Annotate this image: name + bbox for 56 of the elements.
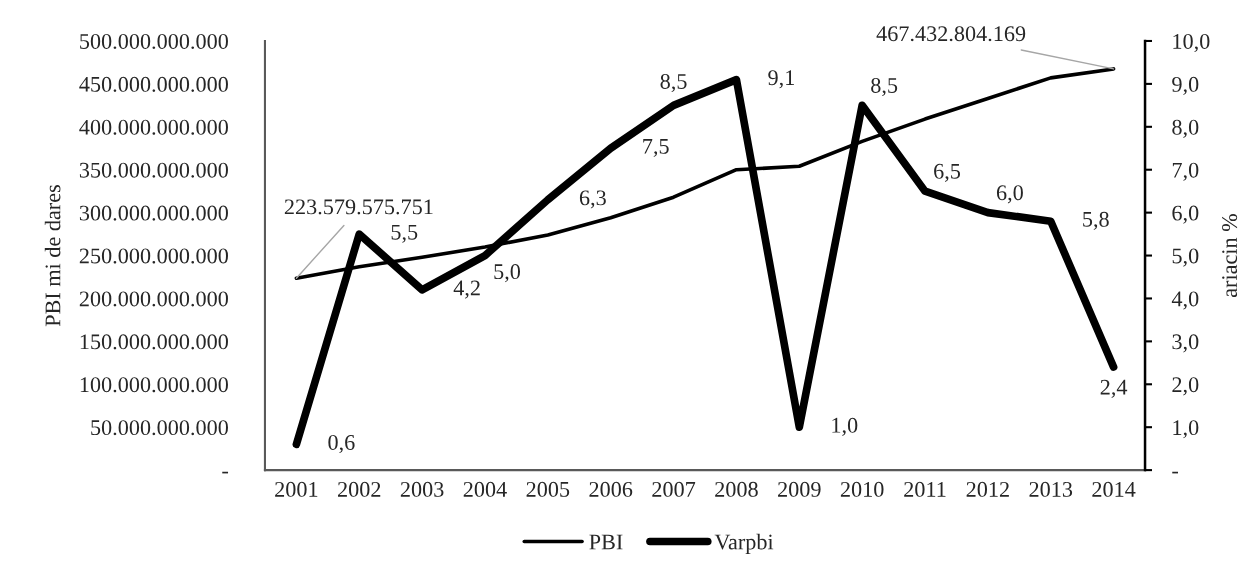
x-tick-label: 2013 (1029, 481, 1073, 497)
x-tick-label: 2007 (652, 481, 696, 497)
x-tick-label: 2008 (715, 481, 758, 497)
x-tick-label: 2010 (840, 481, 884, 497)
y-tick-label: - (222, 471, 229, 474)
y2-axis-title: ariacin % (1222, 214, 1238, 298)
y2-tick-label: 5,0 (1172, 248, 1199, 267)
data-label: 0,6 (328, 434, 355, 454)
data-label: 467.432.804.169 (876, 26, 1026, 42)
legend-label: Varpbi (714, 533, 774, 554)
y-tick-label: 350.000.000.000 (79, 162, 228, 178)
x-tick-label: 2014 (1092, 481, 1136, 497)
y2-tick-label: 6,0 (1172, 205, 1199, 224)
y2-tick-label: 3,0 (1172, 334, 1199, 353)
y2-tick-label: 1,0 (1173, 420, 1199, 439)
data-label: 223.579.575.751 (284, 199, 433, 215)
y2-tick-label: 2,0 (1172, 377, 1199, 396)
data-label: 5,0 (494, 264, 521, 283)
data-label: 8,5 (871, 77, 898, 97)
x-tick-label: 2006 (589, 481, 633, 497)
y-axis-title: PBI mi de dares (44, 185, 61, 327)
data-label: 7,5 (643, 139, 669, 158)
legend-label: PBI (589, 534, 623, 550)
y-tick-label: 150.000.000.000 (80, 334, 228, 350)
x-tick-label: 2005 (526, 481, 570, 497)
y-tick-label: 100.000.000.000 (80, 377, 228, 393)
data-label: 6,0 (996, 185, 1023, 204)
x-tick-label: 2009 (778, 481, 821, 497)
data-label: 1,0 (832, 417, 858, 436)
data-label: 5,8 (1083, 211, 1109, 230)
data-label: 5,5 (391, 224, 418, 243)
y2-tick-label: 10,0 (1173, 33, 1210, 53)
y2-tick-label: - (1172, 471, 1179, 474)
data-label: 2,4 (1100, 379, 1128, 398)
data-label: 8,5 (660, 73, 687, 93)
x-tick-label: 2002 (338, 481, 381, 497)
y-tick-label: 300.000.000.000 (79, 205, 228, 221)
y-tick-label: 400.000.000.000 (79, 119, 228, 135)
y-tick-label: 200.000.000.000 (79, 291, 228, 307)
data-label: 6,5 (934, 163, 961, 182)
y2-tick-label: 9,0 (1172, 76, 1199, 96)
y-tick-label: 50.000.000.000 (91, 420, 228, 436)
data-label: 4,2 (453, 280, 480, 299)
y2-tick-label: 8,0 (1172, 119, 1199, 138)
x-tick-label: 2004 (463, 481, 507, 497)
y-tick-label: 250.000.000.000 (79, 248, 228, 264)
x-tick-label: 2012 (966, 481, 1009, 497)
x-tick-label: 2011 (904, 481, 946, 497)
y-tick-label: 450.000.000.000 (79, 76, 228, 92)
x-tick-label: 2003 (400, 481, 444, 497)
data-label: 6,3 (579, 190, 606, 209)
y2-tick-label: 7,0 (1172, 162, 1199, 181)
data-label: 9,1 (768, 70, 794, 89)
y2-tick-label: 4,0 (1171, 291, 1199, 310)
y-tick-label: 500.000.000.000 (80, 33, 228, 50)
x-tick-label: 2001 (275, 481, 318, 497)
